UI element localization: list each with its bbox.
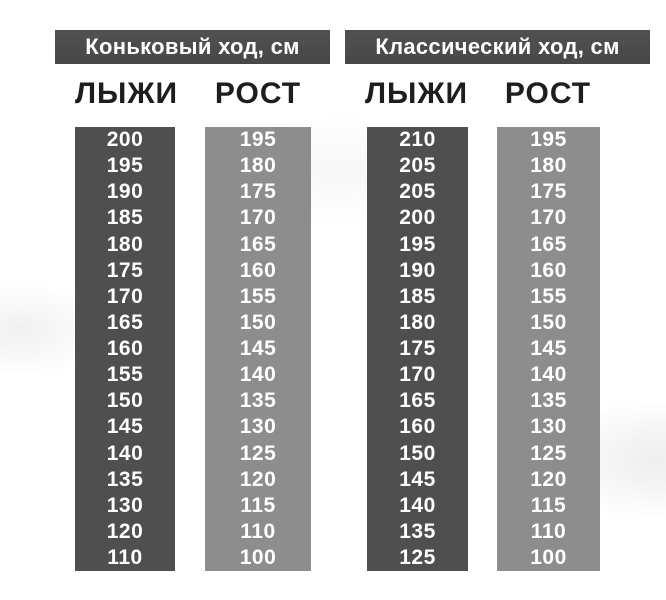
value-cell: 210 bbox=[399, 128, 436, 152]
value-cell: 130 bbox=[106, 493, 144, 517]
value-cell: 200 bbox=[399, 206, 436, 230]
value-cell: 135 bbox=[106, 467, 144, 491]
value-cell: 135 bbox=[530, 389, 567, 413]
value-cell: 165 bbox=[239, 232, 277, 256]
value-cell: 170 bbox=[530, 206, 567, 230]
value-cell: 180 bbox=[106, 232, 144, 256]
value-cell: 155 bbox=[239, 284, 277, 308]
value-cell: 205 bbox=[399, 154, 436, 178]
value-cell: 100 bbox=[530, 546, 567, 570]
value-cell: 140 bbox=[530, 363, 567, 387]
value-cell: 190 bbox=[399, 258, 436, 282]
value-cell: 125 bbox=[530, 441, 567, 465]
value-cell: 135 bbox=[239, 389, 277, 413]
value-cell: 195 bbox=[399, 232, 436, 256]
value-cell: 175 bbox=[106, 258, 144, 282]
value-cell: 185 bbox=[399, 284, 436, 308]
value-cell: 200 bbox=[106, 128, 144, 152]
value-cell: 100 bbox=[239, 546, 277, 570]
skate-body-height-column: 195 180 175 170 165 160 155 150 145 140 135 130 125 1… bbox=[205, 127, 311, 571]
classic-body-height-column: 195 180 175 170 165 160 155 150 145 140 135 130 125 1… bbox=[497, 127, 600, 571]
value-cell: 160 bbox=[530, 258, 567, 282]
skate-header-title: Коньковый ход, см bbox=[85, 34, 300, 59]
panel-skate-style: Коньковый ход, см ЛЫЖИ РОСТ 200 195 190 185… bbox=[55, 0, 330, 600]
value-cell: 195 bbox=[239, 128, 277, 152]
value-cell: 115 bbox=[530, 493, 567, 517]
classic-header-title: Классический ход, см bbox=[375, 34, 620, 59]
value-cell: 120 bbox=[106, 519, 144, 543]
value-cell: 130 bbox=[530, 415, 567, 439]
value-cell: 175 bbox=[239, 180, 277, 204]
value-cell: 145 bbox=[530, 337, 567, 361]
value-cell: 120 bbox=[530, 467, 567, 491]
value-cell: 140 bbox=[239, 363, 277, 387]
skate-height-column-header: РОСТ bbox=[214, 77, 302, 110]
value-cell: 175 bbox=[530, 180, 567, 204]
value-cell: 155 bbox=[530, 284, 567, 308]
value-cell: 150 bbox=[239, 310, 277, 334]
value-cell: 145 bbox=[106, 415, 144, 439]
value-cell: 195 bbox=[530, 128, 567, 152]
value-cell: 195 bbox=[106, 154, 144, 178]
value-cell: 110 bbox=[240, 519, 276, 543]
value-cell: 160 bbox=[239, 258, 277, 282]
value-cell: 165 bbox=[106, 310, 144, 334]
skate-header-band: Коньковый ход, см bbox=[55, 30, 330, 64]
value-cell: 135 bbox=[399, 519, 436, 543]
value-cell: 165 bbox=[530, 232, 567, 256]
value-cell: 125 bbox=[239, 441, 277, 465]
value-cell: 180 bbox=[399, 310, 436, 334]
classic-header-band: Классический ход, см bbox=[345, 30, 650, 64]
value-cell: 150 bbox=[399, 441, 436, 465]
panel-classic-style: Классический ход, см ЛЫЖИ РОСТ 210 205 205… bbox=[345, 0, 650, 600]
value-cell: 110 bbox=[107, 546, 143, 570]
value-cell: 125 bbox=[399, 546, 436, 570]
skate-ski-column-header: ЛЫЖИ bbox=[75, 77, 179, 110]
value-cell: 185 bbox=[106, 206, 144, 230]
value-cell: 170 bbox=[239, 206, 277, 230]
classic-height-column-header: РОСТ bbox=[504, 77, 592, 110]
value-cell: 170 bbox=[106, 284, 144, 308]
value-cell: 115 bbox=[240, 493, 276, 517]
classic-ski-length-column: 210 205 205 200 195 190 185 180 175 170 165 160 150 1… bbox=[367, 127, 468, 571]
classic-ski-column-header: ЛЫЖИ bbox=[365, 77, 469, 110]
value-cell: 175 bbox=[399, 337, 436, 361]
value-cell: 160 bbox=[399, 415, 436, 439]
value-cell: 120 bbox=[239, 467, 277, 491]
value-cell: 145 bbox=[239, 337, 277, 361]
value-cell: 180 bbox=[530, 154, 567, 178]
value-cell: 165 bbox=[399, 389, 436, 413]
value-cell: 150 bbox=[106, 389, 144, 413]
value-cell: 130 bbox=[239, 415, 277, 439]
value-cell: 140 bbox=[399, 493, 436, 517]
value-cell: 140 bbox=[106, 441, 144, 465]
value-cell: 205 bbox=[399, 180, 436, 204]
value-cell: 160 bbox=[106, 337, 144, 361]
value-cell: 145 bbox=[399, 467, 436, 491]
value-cell: 110 bbox=[530, 519, 567, 543]
value-cell: 190 bbox=[106, 180, 144, 204]
skate-ski-length-column: 200 195 190 185 180 175 170 165 160 155 150 145 140 1… bbox=[75, 127, 175, 571]
value-cell: 180 bbox=[239, 154, 277, 178]
value-cell: 150 bbox=[530, 310, 567, 334]
value-cell: 170 bbox=[399, 363, 436, 387]
value-cell: 155 bbox=[106, 363, 144, 387]
